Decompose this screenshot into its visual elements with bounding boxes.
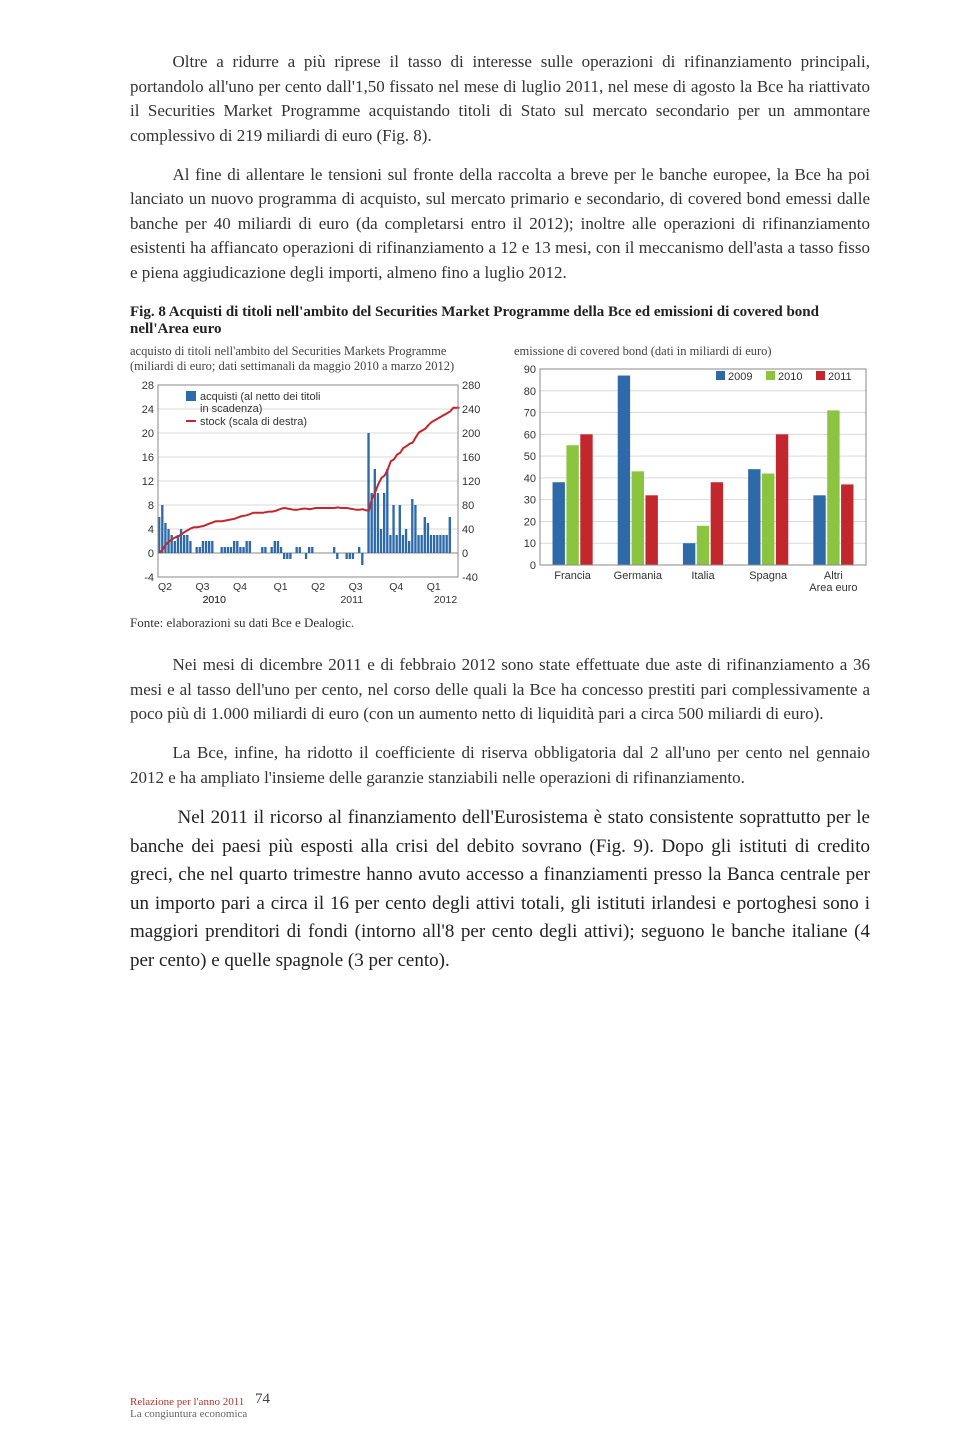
svg-text:Area euro: Area euro bbox=[809, 582, 857, 593]
figure-8-title: Fig. 8 Acquisti di titoli nell'ambito de… bbox=[130, 304, 870, 338]
svg-text:200: 200 bbox=[462, 428, 480, 440]
svg-text:160: 160 bbox=[462, 452, 480, 464]
paragraph-4: La Bce, infine, ha ridotto il coefficien… bbox=[130, 741, 870, 790]
svg-text:Q2: Q2 bbox=[311, 581, 325, 593]
svg-text:28: 28 bbox=[142, 380, 154, 392]
svg-text:80: 80 bbox=[524, 386, 536, 398]
svg-text:8: 8 bbox=[148, 500, 154, 512]
paragraph-3: Nei mesi di dicembre 2011 e di febbraio … bbox=[130, 653, 870, 727]
figure-source: Fonte: elaborazioni su dati Bce e Dealog… bbox=[130, 615, 870, 631]
svg-text:-40: -40 bbox=[462, 572, 478, 584]
svg-text:24: 24 bbox=[142, 404, 154, 416]
svg-text:60: 60 bbox=[524, 430, 536, 442]
right-chart-svg: 0 10 20 30 40 50 60 70 80 90 Francia Germania Italia… bbox=[514, 363, 872, 593]
svg-text:2011: 2011 bbox=[340, 594, 363, 606]
svg-text:2010: 2010 bbox=[778, 371, 802, 383]
svg-text:20: 20 bbox=[142, 428, 154, 440]
svg-text:Germania: Germania bbox=[614, 570, 663, 582]
svg-text:Italia: Italia bbox=[691, 570, 715, 582]
svg-text:70: 70 bbox=[524, 408, 536, 420]
svg-text:30: 30 bbox=[524, 495, 536, 507]
svg-text:Q2: Q2 bbox=[158, 581, 172, 593]
svg-text:0: 0 bbox=[530, 560, 536, 572]
svg-text:Q4: Q4 bbox=[389, 581, 403, 593]
svg-text:Q3: Q3 bbox=[349, 581, 363, 593]
svg-text:2009: 2009 bbox=[728, 371, 752, 383]
svg-text:90: 90 bbox=[524, 364, 536, 376]
svg-text:80: 80 bbox=[462, 500, 474, 512]
svg-text:Spagna: Spagna bbox=[749, 570, 788, 582]
svg-text:2012: 2012 bbox=[434, 594, 458, 606]
footer-subtitle: La congiuntura economica bbox=[130, 1408, 247, 1420]
svg-text:2011: 2011 bbox=[828, 371, 852, 383]
svg-text:Francia: Francia bbox=[554, 570, 592, 582]
figure-8-charts: acquisto di titoli nell'ambito del Secur… bbox=[130, 344, 870, 609]
left-chart-subtitle: acquisto di titoli nell'ambito del Secur… bbox=[130, 344, 488, 375]
page-number: 74 bbox=[255, 1391, 270, 1408]
svg-text:120: 120 bbox=[462, 476, 480, 488]
svg-text:4: 4 bbox=[148, 524, 154, 536]
paragraph-2: Al fine di allentare le tensioni sul fro… bbox=[130, 163, 870, 286]
footer-title: Relazione per l'anno 2011 bbox=[130, 1396, 244, 1408]
svg-text:Q3: Q3 bbox=[196, 581, 210, 593]
svg-text:16: 16 bbox=[142, 452, 154, 464]
svg-text:0: 0 bbox=[148, 548, 154, 560]
right-chart-subtitle: emissione di covered bond (dati in milia… bbox=[514, 344, 872, 360]
svg-text:2010: 2010 bbox=[203, 594, 227, 606]
right-chart-container: emissione di covered bond (dati in milia… bbox=[514, 344, 872, 609]
svg-text:in scadenza): in scadenza) bbox=[200, 403, 262, 415]
svg-text:Q1: Q1 bbox=[274, 581, 288, 593]
svg-text:280: 280 bbox=[462, 380, 480, 392]
left-chart-container: acquisto di titoli nell'ambito del Secur… bbox=[130, 344, 488, 609]
page-footer: Relazione per l'anno 2011 74 La congiunt… bbox=[130, 1391, 270, 1420]
svg-text:40: 40 bbox=[462, 524, 474, 536]
svg-text:40: 40 bbox=[524, 473, 536, 485]
svg-text:acquisti (al netto dei titoli: acquisti (al netto dei titoli bbox=[200, 391, 320, 403]
svg-text:12: 12 bbox=[142, 476, 154, 488]
left-chart-svg: -40481216202428-4004080120160200240280Q2… bbox=[130, 379, 488, 609]
svg-text:20: 20 bbox=[524, 517, 536, 529]
svg-text:Q4: Q4 bbox=[233, 581, 247, 593]
svg-text:10: 10 bbox=[524, 539, 536, 551]
svg-text:0: 0 bbox=[462, 548, 468, 560]
svg-text:50: 50 bbox=[524, 452, 536, 464]
svg-text:240: 240 bbox=[462, 404, 480, 416]
paragraph-5: Nel 2011 il ricorso al finanziamento del… bbox=[130, 804, 870, 975]
svg-text:Q1: Q1 bbox=[427, 581, 441, 593]
paragraph-1: Oltre a ridurre a più riprese il tasso d… bbox=[130, 50, 870, 149]
svg-text:-4: -4 bbox=[144, 572, 154, 584]
svg-text:Altri: Altri bbox=[824, 570, 843, 582]
svg-text:stock (scala di destra): stock (scala di destra) bbox=[200, 416, 307, 428]
